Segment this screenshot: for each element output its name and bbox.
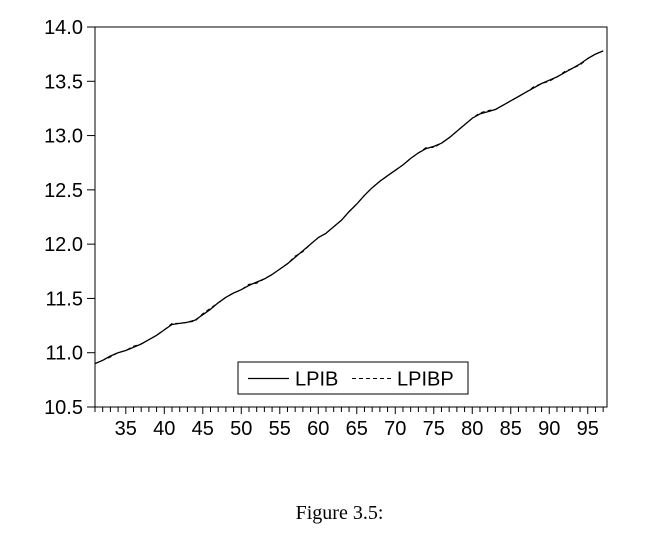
x-tick-label: 70 bbox=[384, 418, 406, 440]
x-tick-label: 95 bbox=[577, 418, 599, 440]
x-tick-label: 75 bbox=[423, 418, 445, 440]
x-tick-label: 35 bbox=[115, 418, 137, 440]
series-line-lpibp bbox=[94, 50, 604, 365]
legend-label-lpibp: LPIBP bbox=[397, 369, 454, 391]
y-tick-label: 11.0 bbox=[46, 343, 83, 365]
x-tick-label: 60 bbox=[307, 418, 329, 440]
y-tick-label: 13.5 bbox=[44, 71, 83, 93]
series-line-lpib bbox=[94, 50, 604, 365]
y-tick-label: 12.0 bbox=[44, 234, 83, 256]
figure-caption: Figure 3.5: bbox=[295, 502, 384, 524]
x-tick-label: 85 bbox=[500, 418, 522, 440]
line-chart: 10.5 11.0 11.5 12.0 12.5 13.0 13.5 14.0 35 40 45 50… bbox=[44, 17, 608, 440]
x-tick-label: 80 bbox=[461, 418, 483, 440]
x-tick-label: 55 bbox=[269, 418, 291, 440]
x-tick-label: 50 bbox=[230, 418, 252, 440]
plot-frame bbox=[94, 26, 608, 408]
y-tick-label: 13.0 bbox=[44, 126, 83, 148]
legend-label-lpib: LPIB bbox=[295, 369, 338, 391]
x-tick-label: 90 bbox=[538, 418, 560, 440]
x-tick-label: 40 bbox=[153, 418, 175, 440]
y-tick-label: 12.5 bbox=[44, 180, 83, 202]
x-tick-label: 45 bbox=[192, 418, 214, 440]
y-tick-label: 11.5 bbox=[46, 288, 83, 310]
y-tick-label: 14.0 bbox=[44, 17, 83, 39]
x-tick-label: 65 bbox=[346, 418, 368, 440]
y-tick-label: 10.5 bbox=[44, 397, 83, 419]
